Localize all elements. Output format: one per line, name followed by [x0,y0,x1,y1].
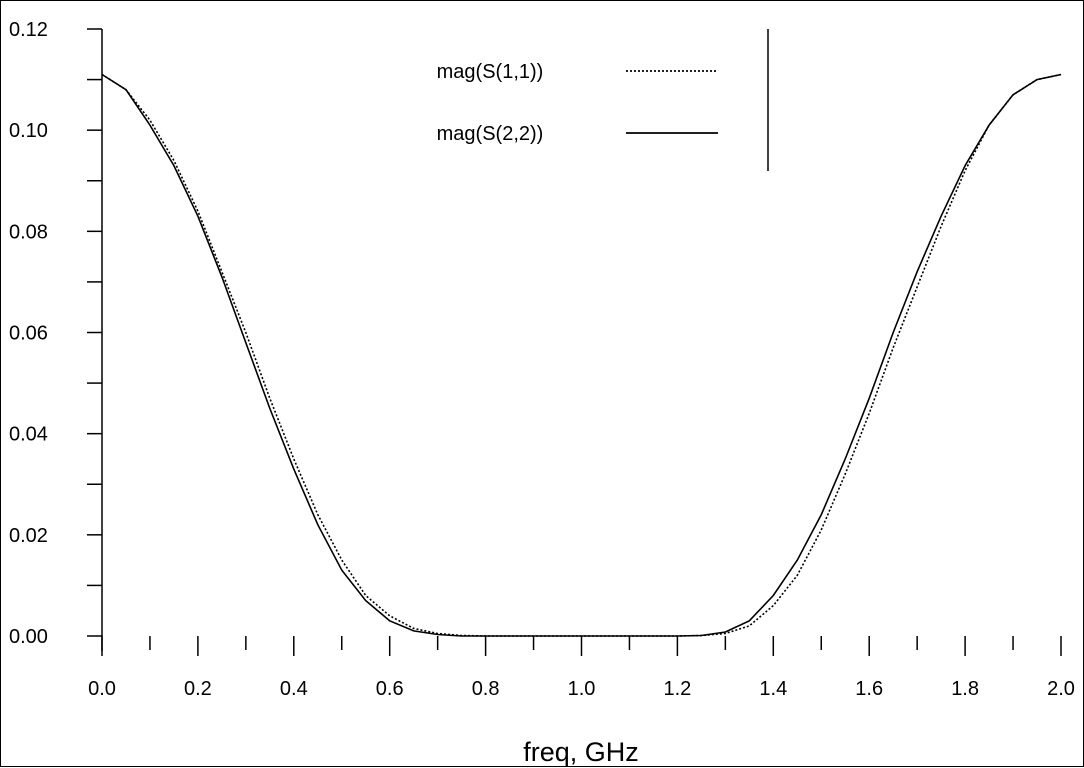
y-tick-label: 0.04 [9,424,48,446]
x-tick-label: 1.0 [568,678,596,700]
y-tick-label: 0.12 [9,19,48,41]
x-tick-label: 0.6 [376,678,404,700]
x-tick-label: 1.2 [663,678,691,700]
x-axis-title: freq, GHz [523,737,639,767]
x-tick-label: 0.4 [280,678,308,700]
legend-label: mag(S(1,1)) [437,61,544,83]
x-tick-label: 0.2 [184,678,212,700]
axes: 0.00 0.02 0.04 0.06 0.08 0.10 0.12 0.0 0.2 0.4 0.6… [9,19,1075,700]
y-tick-label: 0.02 [9,525,48,547]
x-tick-label: 0.8 [472,678,500,700]
x-tick-label: 1.8 [951,678,979,700]
series-line-2 [101,73,1062,637]
legend-label: mag(S(2,2)) [437,123,544,145]
x-tick-label: 1.6 [855,678,883,700]
x-tick-label: 1.4 [759,678,787,700]
series-layer [101,73,1062,637]
y-tick-label: 0.08 [9,221,48,243]
y-tick-label: 0.00 [9,626,48,648]
x-tick-label: 0.0 [88,678,116,700]
y-tick-label: 0.10 [9,120,48,142]
y-tick-label: 0.06 [9,323,48,345]
series-line-1 [101,73,1062,637]
legend: mag(S(1,1)) mag(S(2,2)) [437,29,769,171]
x-tick-label: 2.0 [1047,678,1075,700]
